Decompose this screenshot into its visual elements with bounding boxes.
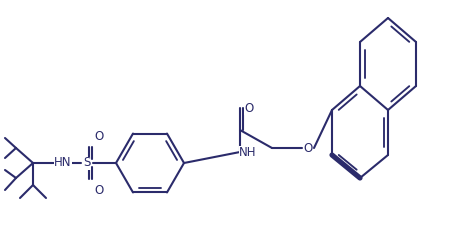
Text: O: O: [244, 101, 254, 115]
Text: NH: NH: [239, 146, 257, 158]
Text: S: S: [83, 156, 91, 169]
Text: O: O: [94, 185, 103, 197]
Text: O: O: [304, 142, 313, 155]
Text: O: O: [94, 130, 103, 144]
Text: HN: HN: [54, 156, 72, 169]
